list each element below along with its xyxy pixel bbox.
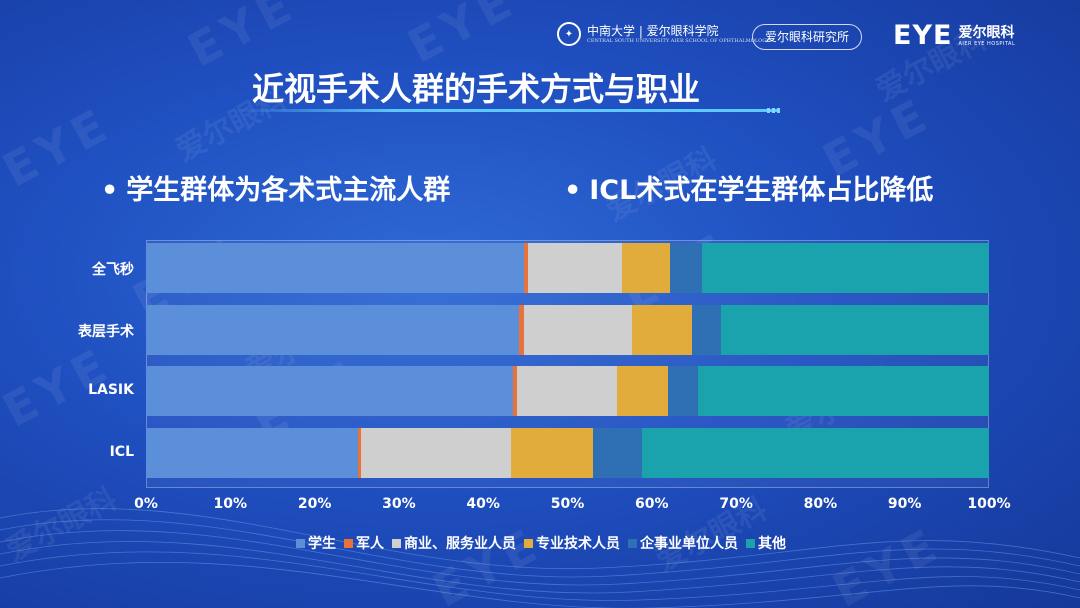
bar-segment	[617, 366, 668, 416]
title-dash	[772, 108, 775, 113]
eye-logo-mark: EYE	[893, 20, 953, 51]
eye-logo-cn: 爱尔眼科	[958, 24, 1015, 41]
title-underline	[232, 109, 780, 112]
bar-segment	[360, 428, 511, 478]
institute-badge: 爱尔眼科研究所	[752, 24, 863, 50]
bar-segment	[523, 305, 632, 355]
bar-segment	[670, 243, 702, 293]
title-dash	[777, 108, 780, 113]
bar-segment	[631, 305, 693, 355]
bar-segment	[146, 243, 524, 293]
bullet-dot: •	[101, 175, 119, 206]
bar-segment	[667, 366, 699, 416]
x-tick-label: 70%	[719, 496, 753, 512]
bar-segment	[622, 243, 671, 293]
category-label: 全飞秒	[92, 262, 134, 278]
page-title: 近视手术人群的手术方式与职业	[252, 70, 701, 108]
bar-segment	[516, 366, 618, 416]
bar-row	[146, 305, 989, 355]
bar-segment	[701, 243, 989, 293]
legend-swatch	[628, 538, 637, 548]
legend-swatch	[524, 538, 533, 548]
csu-logo-title: 中南大学 | 爱尔眼科学院	[587, 23, 719, 38]
legend-swatch	[392, 538, 401, 548]
legend-label: 专业技术人员	[536, 536, 620, 552]
x-tick-label: 20%	[297, 496, 332, 512]
x-tick-label: 40%	[466, 496, 500, 512]
category-label: 表层手术	[78, 324, 134, 340]
bar-segment	[519, 305, 524, 355]
legend-swatch	[344, 538, 353, 548]
bar-segment	[698, 366, 989, 416]
legend-item: 其他	[746, 533, 786, 553]
chart-legend: 学生 军人 商业、服务业人员 专业技术人员 企事业单位人员 其他	[296, 533, 786, 553]
legend-item: 学生	[296, 533, 336, 553]
university-emblem-icon: ✦	[557, 22, 581, 46]
bar-segment	[146, 305, 520, 355]
title-banner: 近视手术人群的手术方式与职业	[232, 58, 780, 116]
bar-row	[146, 243, 989, 293]
legend-item: 军人	[344, 533, 384, 553]
bar-segment	[523, 243, 528, 293]
bar-segment	[512, 366, 517, 416]
title-dash	[767, 108, 770, 113]
bar-segment	[358, 428, 361, 478]
aier-eye-logo: EYE 爱尔眼科 AIER EYE HOSPITAL	[893, 20, 1015, 51]
legend-swatch	[746, 538, 755, 548]
bar-segment	[592, 428, 642, 478]
bar-segment	[146, 366, 513, 416]
header-logos: ✦ 中南大学 | 爱尔眼科学院 CENTRAL SOUTH UNIVERSITY…	[0, 20, 1080, 56]
x-tick-label: 80%	[803, 496, 838, 512]
bullet-dot: •	[564, 175, 582, 206]
category-label: ICL	[109, 444, 134, 460]
bullet-left: • 学生群体为各术式主流人群	[101, 168, 450, 207]
x-tick-label: 30%	[382, 496, 416, 512]
legend-swatch	[296, 538, 305, 548]
x-tick-label: 90%	[887, 496, 922, 512]
csu-logo: ✦ 中南大学 | 爱尔眼科学院 CENTRAL SOUTH UNIVERSITY…	[557, 22, 769, 46]
eye-logo-en: AIER EYE HOSPITAL	[958, 40, 1016, 47]
x-tick-label: 60%	[635, 496, 669, 512]
bar-row	[146, 428, 989, 478]
x-tick-label: 100%	[967, 496, 1011, 512]
legend-label: 学生	[308, 536, 336, 552]
chart-plot-area	[146, 240, 989, 488]
bar-segment	[720, 305, 989, 355]
legend-label: 企事业单位人员	[640, 536, 738, 552]
bar-segment	[692, 305, 721, 355]
legend-item: 专业技术人员	[524, 533, 620, 553]
x-tick-label: 50%	[550, 496, 585, 512]
legend-label: 商业、服务业人员	[404, 536, 516, 552]
bullet-right: • ICL术式在学生群体占比降低	[564, 168, 933, 207]
legend-item: 企事业单位人员	[628, 533, 738, 553]
wave-decoration	[0, 508, 1080, 608]
legend-label: 军人	[356, 536, 384, 552]
x-tick-label: 10%	[213, 496, 248, 512]
bar-segment	[641, 428, 989, 478]
x-tick-label: 0%	[134, 496, 158, 512]
bullet-left-text: 学生群体为各术式主流人群	[126, 175, 451, 206]
bar-segment	[511, 428, 593, 478]
legend-item: 商业、服务业人员	[392, 533, 516, 553]
bullet-right-text: ICL术式在学生群体占比降低	[589, 175, 934, 206]
legend-label: 其他	[758, 536, 786, 552]
bar-segment	[527, 243, 623, 293]
bar-row	[146, 366, 989, 416]
category-label: LASIK	[88, 382, 134, 398]
bar-segment	[146, 428, 359, 478]
csu-logo-subtitle: CENTRAL SOUTH UNIVERSITY AIER SCHOOL OF …	[587, 37, 770, 44]
